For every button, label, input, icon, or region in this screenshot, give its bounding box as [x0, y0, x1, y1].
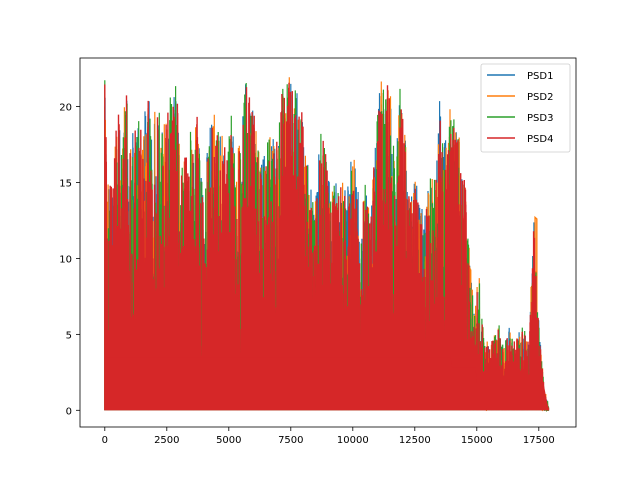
legend-label-psd2: PSD2 [527, 92, 553, 103]
x-tick-label: 0 [102, 435, 108, 446]
y-tick-label: 5 [66, 330, 72, 341]
x-tick-label: 5000 [216, 435, 241, 446]
y-tick-label: 20 [59, 103, 72, 114]
x-tick-label: 10000 [337, 435, 369, 446]
legend-label-psd1: PSD1 [527, 71, 553, 82]
x-tick-label: 15000 [461, 435, 493, 446]
y-axis: 0 5 10 15 20 [59, 103, 80, 417]
legend-label-psd3: PSD3 [527, 113, 553, 124]
legend: PSD1 PSD2 PSD3 PSD4 [480, 63, 571, 153]
x-tick-label: 12500 [399, 435, 431, 446]
x-tick-label: 7500 [278, 435, 303, 446]
axes-frame [79, 57, 577, 428]
series-psd4-base [104, 357, 549, 411]
y-tick-label: 0 [66, 406, 72, 417]
plot-area [104, 77, 550, 413]
legend-label-psd4: PSD4 [527, 134, 553, 145]
x-tick-label: 17500 [523, 435, 555, 446]
y-tick-label: 10 [59, 254, 72, 265]
x-tick-label: 2500 [154, 435, 179, 446]
y-tick-label: 15 [59, 179, 72, 190]
x-axis: 0 2500 5000 7500 10000 12500 15000 17500 [102, 427, 555, 446]
legend-box [480, 63, 571, 153]
